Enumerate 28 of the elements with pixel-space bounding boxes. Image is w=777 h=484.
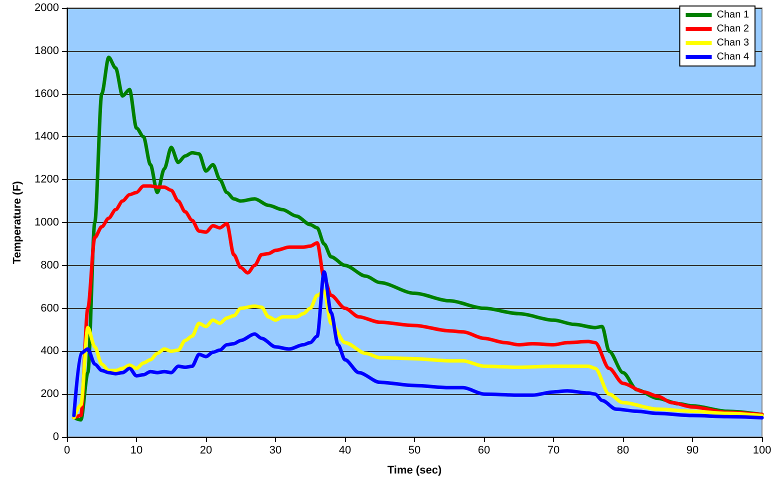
y-tick-label: 600 [40,302,59,314]
x-tick-label: 40 [338,444,352,456]
x-tick-label: 90 [686,444,699,456]
x-tick-label: 0 [64,444,70,456]
x-tick-label: 10 [130,444,143,456]
x-axis-title: Time (sec) [387,464,442,476]
y-tick-label: 1600 [34,88,59,100]
y-tick-label: 0 [52,431,59,443]
x-tick-label: 60 [478,444,490,456]
y-tick-label: 1000 [34,216,59,228]
x-tick-label: 70 [547,444,560,456]
y-tick-label: 200 [40,388,59,400]
y-axis-title: Temperature (F) [12,180,24,264]
legend-label: Chan 4 [716,52,750,62]
legend-label: Chan 1 [716,10,750,20]
y-tick-label: 800 [40,259,59,272]
x-tick-label: 80 [616,444,630,456]
y-tick-label: 400 [40,345,59,358]
x-tick-label: 100 [752,444,772,456]
x-tick-label: 50 [408,444,421,456]
x-tick-label: 30 [269,444,282,456]
legend-label: Chan 2 [716,24,750,34]
y-tick-label: 1400 [34,130,59,143]
y-tick-label: 1200 [34,174,59,186]
y-tick-label: 1800 [34,44,59,57]
legend-label: Chan 3 [716,38,750,48]
x-tick-label: 20 [200,444,212,456]
y-tick-label: 2000 [34,2,59,14]
